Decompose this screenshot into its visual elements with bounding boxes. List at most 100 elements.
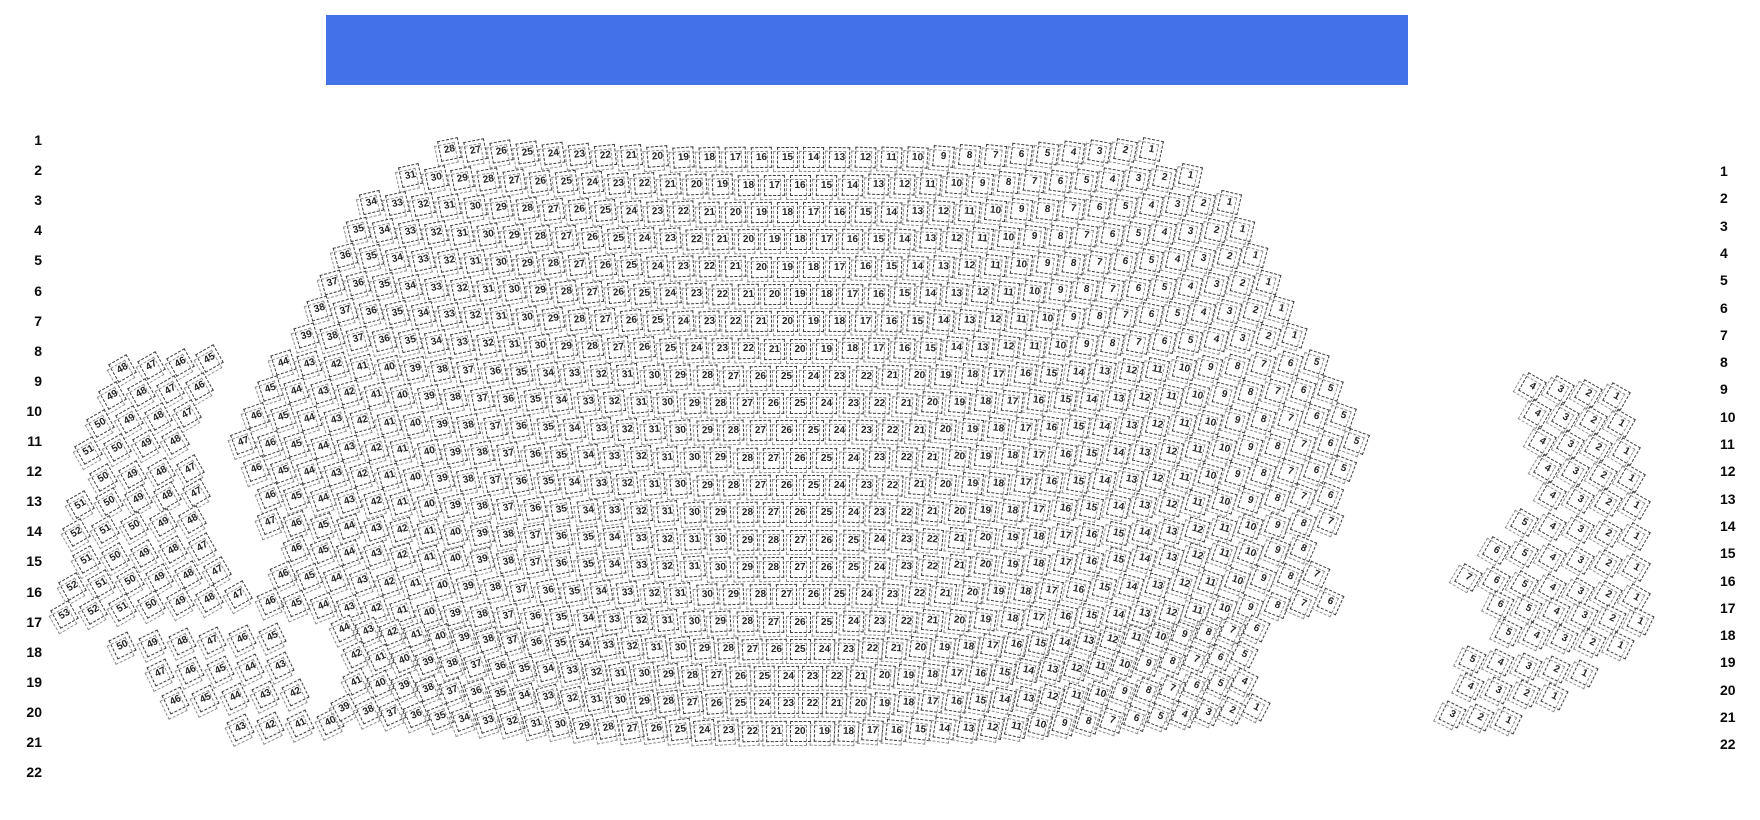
seat[interactable]: 5 — [1035, 141, 1059, 166]
seat[interactable]: 35 — [536, 469, 561, 495]
seat[interactable]: 43 — [250, 680, 280, 709]
seat[interactable]: 29 — [696, 473, 719, 497]
seat[interactable]: 28 — [696, 364, 719, 388]
seat[interactable]: 8 — [1224, 353, 1251, 380]
seat[interactable]: 37 — [496, 441, 521, 467]
seat[interactable]: 16 — [841, 228, 863, 251]
seat[interactable]: 3 — [1565, 546, 1595, 575]
seat[interactable]: 1 — [1177, 163, 1203, 189]
seat[interactable]: 22 — [907, 582, 931, 606]
seat[interactable]: 31 — [642, 418, 666, 442]
seat[interactable]: 31 — [656, 500, 679, 524]
seat[interactable]: 11 — [1184, 489, 1211, 516]
seat[interactable]: 22 — [881, 419, 904, 442]
seat[interactable]: 1 — [1280, 322, 1308, 349]
seat[interactable]: 29 — [709, 610, 732, 633]
seat[interactable]: 22 — [894, 446, 918, 469]
seat[interactable]: 26 — [749, 365, 771, 388]
seat[interactable]: 18 — [973, 390, 998, 414]
seat[interactable]: 12 — [996, 334, 1020, 359]
seat[interactable]: 37 — [332, 297, 358, 324]
seat[interactable]: 26 — [704, 691, 728, 715]
seat[interactable]: 22 — [711, 283, 733, 306]
seat[interactable]: 15 — [879, 255, 903, 278]
seat[interactable]: 21 — [825, 692, 847, 715]
seat[interactable]: 8 — [1073, 277, 1099, 303]
seat[interactable]: 13 — [970, 335, 994, 359]
seat[interactable]: 1 — [1493, 706, 1523, 735]
seat[interactable]: 29 — [736, 556, 758, 579]
seat[interactable]: 41 — [389, 437, 416, 463]
seat[interactable]: 13 — [828, 147, 850, 169]
seat[interactable]: 15 — [1039, 361, 1064, 385]
seat[interactable]: 12 — [931, 200, 955, 223]
seat[interactable]: 12 — [957, 254, 981, 278]
seat[interactable]: 21 — [763, 338, 785, 360]
seat[interactable]: 7 — [1263, 378, 1291, 405]
seat[interactable]: 31 — [449, 221, 475, 246]
seat[interactable]: 18 — [828, 310, 850, 333]
seat[interactable]: 49 — [137, 629, 167, 658]
seat[interactable]: 19 — [973, 607, 998, 632]
seat[interactable]: 32 — [423, 220, 449, 245]
seat[interactable]: 35 — [397, 327, 423, 354]
seat[interactable]: 33 — [595, 633, 621, 658]
seat[interactable]: 44 — [309, 433, 337, 460]
seat[interactable]: 16 — [854, 256, 876, 278]
seat[interactable]: 44 — [270, 348, 297, 376]
seat[interactable]: 19 — [671, 145, 695, 169]
seat[interactable]: 19 — [960, 417, 984, 441]
seat[interactable]: 22 — [724, 310, 746, 333]
seat[interactable]: 38 — [469, 493, 495, 520]
seat[interactable]: 22 — [894, 500, 918, 524]
seat[interactable]: 42 — [255, 711, 285, 740]
seat[interactable]: 24 — [619, 199, 643, 223]
seat[interactable]: 22 — [801, 693, 823, 715]
seat[interactable]: 39 — [469, 547, 495, 573]
seat[interactable]: 51 — [65, 490, 95, 520]
seat[interactable]: 29 — [488, 195, 514, 220]
seat[interactable]: 28 — [656, 690, 680, 714]
seat[interactable]: 23 — [684, 282, 708, 306]
seat[interactable]: 44 — [235, 653, 265, 682]
seat[interactable]: 20 — [960, 580, 985, 605]
seat[interactable]: 44 — [220, 682, 250, 711]
seat[interactable]: 37 — [522, 549, 548, 575]
seat[interactable]: 39 — [455, 573, 482, 600]
seat[interactable]: 18 — [737, 174, 759, 196]
seat[interactable]: 10 — [944, 172, 968, 196]
seat[interactable]: 22 — [593, 143, 617, 167]
seat[interactable]: 27 — [704, 664, 728, 688]
seat[interactable]: 8 — [1263, 433, 1291, 460]
seat[interactable]: 25 — [776, 365, 798, 387]
seat[interactable]: 19 — [763, 229, 785, 251]
seat[interactable]: 5 — [1329, 401, 1357, 429]
seat[interactable]: 41 — [349, 353, 376, 380]
seat[interactable]: 34 — [576, 498, 600, 522]
seat[interactable]: 23 — [671, 255, 695, 278]
seat[interactable]: 20 — [724, 201, 746, 224]
seat[interactable]: 6 — [1316, 481, 1344, 509]
seat[interactable]: 27 — [736, 392, 758, 415]
seat[interactable]: 34 — [602, 526, 627, 550]
seat[interactable]: 41 — [376, 409, 403, 435]
seat[interactable]: 26 — [488, 139, 514, 164]
seat[interactable]: 33 — [629, 553, 653, 578]
seat[interactable]: 21 — [881, 364, 904, 388]
seat[interactable]: 25 — [753, 665, 775, 688]
seat[interactable]: 12 — [1184, 516, 1211, 543]
seat[interactable]: 26 — [776, 420, 798, 442]
seat[interactable]: 21 — [619, 144, 643, 168]
seat[interactable]: 10 — [996, 225, 1020, 250]
seat[interactable]: 9 — [1073, 332, 1099, 357]
seat[interactable]: 6 — [1481, 535, 1511, 565]
seat[interactable]: 30 — [709, 528, 732, 551]
seat[interactable]: 39 — [469, 520, 495, 547]
seat[interactable]: 14 — [802, 147, 824, 169]
seat[interactable]: 23 — [837, 638, 859, 661]
seat[interactable]: 26 — [776, 474, 798, 497]
seat[interactable]: 30 — [501, 277, 527, 303]
seat[interactable]: 8 — [1250, 406, 1277, 433]
seat[interactable]: 23 — [881, 582, 905, 606]
seat[interactable]: 31 — [682, 528, 706, 551]
